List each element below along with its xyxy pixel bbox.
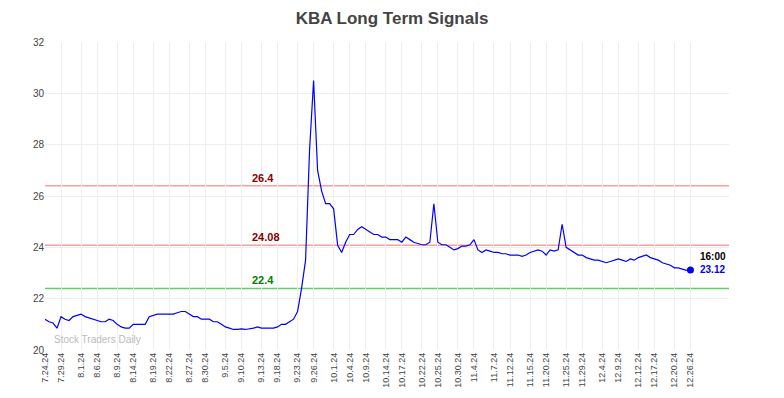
- svg-text:11.20.24: 11.20.24: [541, 353, 551, 387]
- svg-text:8.1.24: 8.1.24: [76, 353, 86, 378]
- svg-text:8.27.24: 8.27.24: [184, 353, 194, 383]
- svg-text:24: 24: [33, 242, 45, 253]
- svg-text:9.13.24: 9.13.24: [256, 353, 266, 383]
- svg-text:30: 30: [33, 88, 45, 99]
- svg-text:12.9.24: 12.9.24: [613, 353, 623, 383]
- svg-text:10.17.24: 10.17.24: [397, 353, 407, 388]
- svg-text:20: 20: [33, 345, 45, 356]
- svg-text:12.4.24: 12.4.24: [597, 353, 607, 383]
- svg-text:11.15.24: 11.15.24: [525, 353, 535, 387]
- svg-text:7.29.24: 7.29.24: [56, 353, 66, 383]
- svg-text:8.6.24: 8.6.24: [92, 353, 102, 378]
- svg-text:11.4.24: 11.4.24: [469, 353, 479, 382]
- svg-text:10.25.24: 10.25.24: [433, 353, 443, 388]
- svg-text:9.5.24: 9.5.24: [220, 353, 230, 378]
- svg-text:7.24.24: 7.24.24: [40, 353, 50, 383]
- svg-text:12.17.24: 12.17.24: [649, 353, 659, 388]
- svg-text:12.20.24: 12.20.24: [669, 353, 679, 388]
- svg-text:11.7.24: 11.7.24: [489, 353, 499, 382]
- svg-text:28: 28: [33, 139, 45, 150]
- svg-text:11.25.24: 11.25.24: [561, 353, 571, 387]
- svg-text:24.08: 24.08: [252, 231, 280, 243]
- svg-text:10.9.24: 10.9.24: [361, 353, 371, 383]
- svg-text:8.30.24: 8.30.24: [200, 353, 210, 383]
- svg-text:12.12.24: 12.12.24: [633, 353, 643, 388]
- svg-text:23.12: 23.12: [700, 264, 725, 275]
- svg-text:22.4: 22.4: [252, 274, 274, 286]
- svg-text:11.29.24: 11.29.24: [577, 353, 587, 387]
- svg-text:10.22.24: 10.22.24: [417, 353, 427, 388]
- svg-text:22: 22: [33, 293, 45, 304]
- svg-text:8.9.24: 8.9.24: [112, 353, 122, 378]
- svg-text:Stock Traders Daily: Stock Traders Daily: [54, 334, 141, 345]
- svg-text:8.19.24: 8.19.24: [148, 353, 158, 383]
- svg-text:10.14.24: 10.14.24: [381, 353, 391, 388]
- svg-text:12.26.24: 12.26.24: [685, 353, 695, 388]
- svg-text:10.1.24: 10.1.24: [329, 353, 339, 383]
- svg-text:9.23.24: 9.23.24: [292, 353, 302, 383]
- svg-text:10.30.24: 10.30.24: [453, 353, 463, 388]
- svg-text:9.10.24: 9.10.24: [236, 353, 246, 383]
- svg-text:26.4: 26.4: [252, 172, 274, 184]
- svg-text:16:00: 16:00: [700, 251, 726, 262]
- svg-text:26: 26: [33, 191, 45, 202]
- svg-text:32: 32: [33, 37, 45, 48]
- svg-text:KBA Long Term Signals: KBA Long Term Signals: [296, 9, 489, 28]
- svg-text:8.14.24: 8.14.24: [128, 353, 138, 383]
- svg-text:8.22.24: 8.22.24: [164, 353, 174, 383]
- svg-text:9.18.24: 9.18.24: [272, 353, 282, 383]
- svg-text:11.12.24: 11.12.24: [505, 353, 515, 387]
- svg-text:9.26.24: 9.26.24: [309, 353, 319, 383]
- svg-text:10.4.24: 10.4.24: [345, 353, 355, 383]
